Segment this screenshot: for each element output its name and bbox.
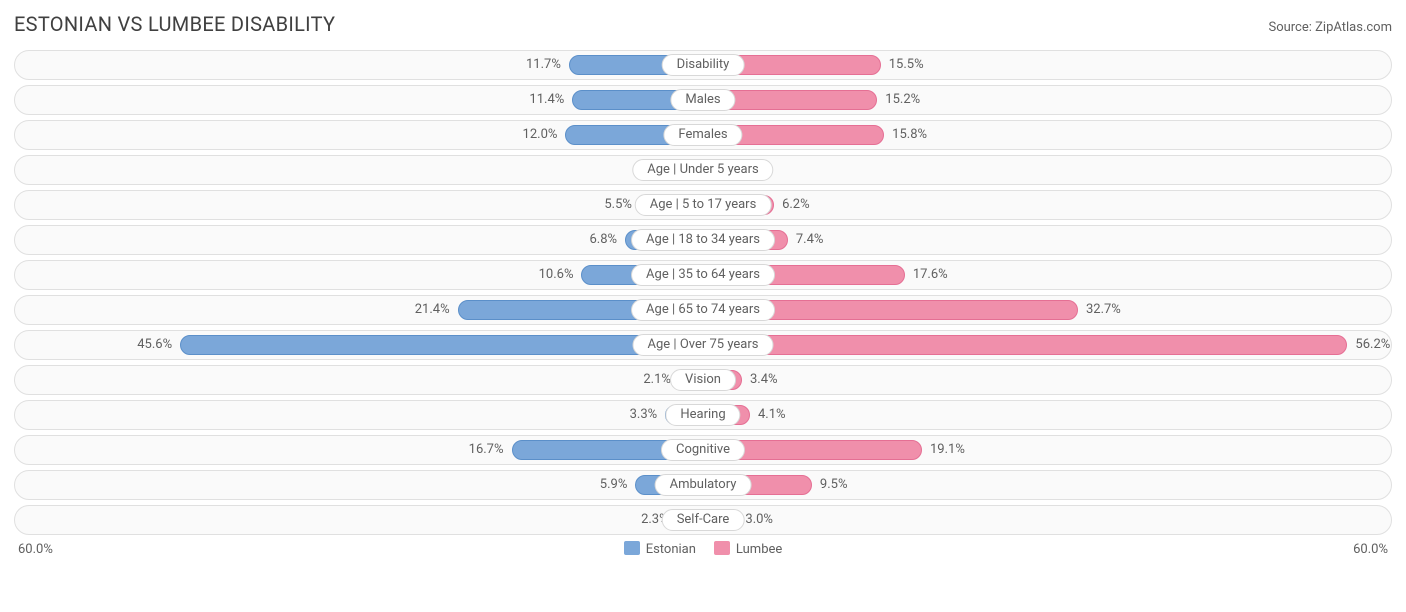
chart-source: Source: ZipAtlas.com [1268,20,1392,35]
bar-left [180,335,703,355]
bar-row: 12.0% 15.8% Females [14,120,1392,150]
axis-max-right: 60.0% [1353,542,1388,557]
bar-row: 10.6% 17.6% Age | 35 to 64 years [14,260,1392,290]
category-label: Age | 18 to 34 years [631,229,775,251]
bar-right [703,335,1347,355]
category-label: Vision [670,369,736,391]
value-right: 15.5% [889,51,924,79]
legend: Estonian Lumbee [624,541,783,557]
bar-row: 11.4% 15.2% Males [14,85,1392,115]
legend-label-left: Estonian [646,542,696,557]
diverging-bar-chart: 11.7% 15.5% Disability 11.4% 15.2% Males 12.0%… [14,50,1392,535]
value-left: 2.1% [643,366,671,394]
chart-footer: 60.0% Estonian Lumbee 60.0% [14,541,1392,557]
category-label: Self-Care [662,509,745,531]
bar-row: 2.3%3.0%Self-Care [14,505,1392,535]
value-left: 16.7% [469,436,504,464]
value-left: 3.3% [630,401,658,429]
chart-title: ESTONIAN VS LUMBEE DISABILITY [14,12,335,36]
category-label: Ambulatory [655,474,752,496]
category-label: Age | Under 5 years [632,159,773,181]
legend-label-right: Lumbee [736,542,782,557]
value-right: 19.1% [930,436,965,464]
bar-row: 1.5%1.3%Age | Under 5 years [14,155,1392,185]
value-right: 9.5% [820,471,848,499]
value-right: 15.8% [892,121,927,149]
value-right: 3.0% [745,506,773,534]
category-label: Cognitive [661,439,745,461]
value-right: 7.4% [796,226,824,254]
value-left: 21.4% [415,296,450,324]
category-label: Hearing [665,404,740,426]
category-label: Females [663,124,742,146]
value-right: 6.2% [782,191,810,219]
value-right: 56.2% [1355,331,1390,359]
category-label: Age | 5 to 17 years [635,194,772,216]
value-left: 5.9% [600,471,628,499]
value-left: 6.8% [589,226,617,254]
bar-row: 5.9% 9.5% Ambulatory [14,470,1392,500]
axis-max-left: 60.0% [18,542,53,557]
bar-row: 45.6% 56.2% Age | Over 75 years [14,330,1392,360]
bar-row: 11.7% 15.5% Disability [14,50,1392,80]
legend-item-right: Lumbee [714,541,782,557]
category-label: Age | 35 to 64 years [631,264,775,286]
legend-item-left: Estonian [624,541,696,557]
value-left: 11.4% [529,86,564,114]
value-left: 5.5% [604,191,632,219]
value-right: 4.1% [758,401,786,429]
category-label: Age | 65 to 74 years [631,299,775,321]
bar-row: 3.3% 4.1% Hearing [14,400,1392,430]
category-label: Age | Over 75 years [633,334,774,356]
value-right: 17.6% [913,261,948,289]
value-left: 10.6% [539,261,574,289]
bar-row: 2.1% 3.4% Vision [14,365,1392,395]
value-right: 15.2% [885,86,920,114]
category-label: Disability [662,54,745,76]
bar-row: 21.4% 32.7% Age | 65 to 74 years [14,295,1392,325]
bar-row: 5.5% 6.2% Age | 5 to 17 years [14,190,1392,220]
chart-header: ESTONIAN VS LUMBEE DISABILITY Source: Zi… [14,12,1392,36]
value-left: 11.7% [526,51,561,79]
value-right: 32.7% [1086,296,1121,324]
value-right: 3.4% [750,366,778,394]
value-left: 12.0% [523,121,558,149]
legend-swatch-left [624,541,640,555]
category-label: Males [670,89,735,111]
value-left: 45.6% [137,331,172,359]
legend-swatch-right [714,541,730,555]
bar-row: 16.7% 19.1% Cognitive [14,435,1392,465]
bar-row: 6.8% 7.4% Age | 18 to 34 years [14,225,1392,255]
